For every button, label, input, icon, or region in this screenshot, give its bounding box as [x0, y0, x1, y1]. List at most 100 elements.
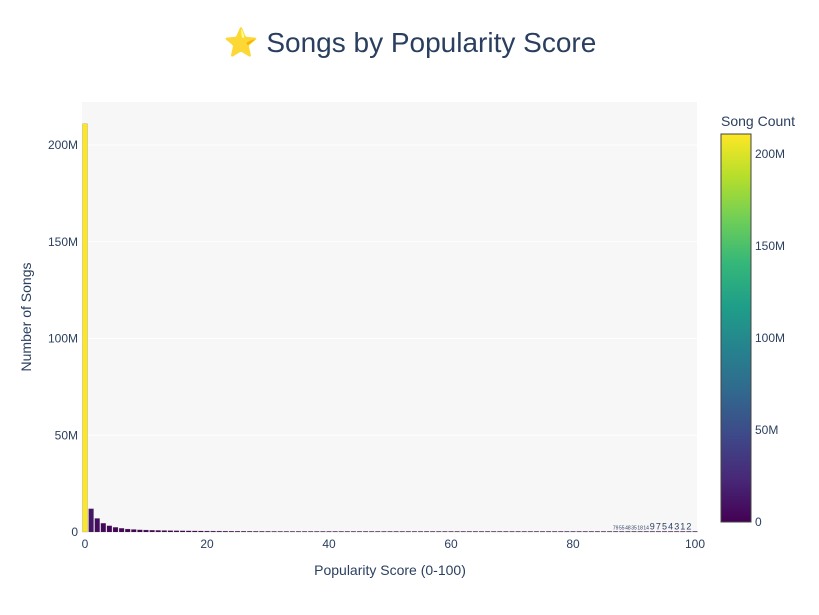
bar[interactable]	[308, 531, 314, 533]
bar[interactable]	[277, 531, 283, 533]
bar[interactable]	[564, 531, 570, 533]
bar[interactable]	[558, 531, 564, 533]
bar[interactable]	[539, 531, 546, 533]
bar[interactable]	[216, 530, 222, 533]
bar[interactable]	[344, 531, 350, 533]
bar[interactable]	[332, 531, 338, 533]
bar[interactable]	[436, 531, 442, 533]
bar[interactable]	[631, 531, 637, 533]
bar[interactable]	[112, 527, 119, 533]
bar[interactable]	[515, 531, 521, 533]
bar[interactable]	[643, 531, 649, 533]
bar[interactable]	[576, 531, 582, 533]
bar[interactable]	[533, 531, 540, 533]
bar[interactable]	[106, 525, 113, 533]
bar[interactable]	[667, 531, 674, 533]
bar[interactable]	[295, 531, 302, 533]
bar[interactable]	[265, 531, 271, 533]
bar[interactable]	[521, 531, 527, 533]
bar[interactable]	[594, 531, 601, 533]
bar[interactable]	[289, 531, 296, 533]
bar[interactable]	[478, 531, 485, 533]
bar[interactable]	[466, 531, 472, 533]
bar[interactable]	[491, 531, 497, 533]
bar[interactable]	[253, 531, 259, 533]
bar[interactable]	[161, 530, 167, 533]
bar[interactable]	[625, 531, 631, 533]
bar[interactable]	[588, 531, 594, 533]
bar[interactable]	[503, 531, 509, 533]
bar[interactable]	[82, 123, 88, 533]
bar[interactable]	[692, 531, 698, 533]
bar[interactable]	[338, 531, 344, 533]
bar[interactable]	[582, 531, 588, 533]
bar[interactable]	[552, 531, 558, 533]
bar[interactable]	[411, 531, 418, 533]
bar[interactable]	[497, 531, 503, 533]
bar[interactable]	[545, 531, 552, 533]
bar[interactable]	[362, 531, 369, 533]
bar[interactable]	[137, 529, 143, 533]
bar[interactable]	[259, 531, 265, 533]
bar[interactable]	[448, 531, 454, 533]
bar[interactable]	[240, 531, 247, 533]
bar[interactable]	[155, 530, 161, 533]
bar[interactable]	[356, 531, 363, 533]
bar[interactable]	[381, 531, 387, 533]
bar[interactable]	[186, 530, 192, 533]
bar[interactable]	[271, 531, 277, 533]
bar[interactable]	[198, 530, 204, 533]
bar[interactable]	[204, 530, 210, 533]
bar[interactable]	[301, 531, 308, 533]
bar[interactable]	[527, 531, 533, 533]
bar[interactable]	[369, 531, 375, 533]
bar[interactable]	[247, 531, 253, 533]
bar[interactable]	[222, 530, 228, 533]
bar[interactable]	[314, 531, 320, 533]
bar[interactable]	[637, 531, 643, 533]
bar[interactable]	[484, 531, 491, 533]
bar[interactable]	[125, 528, 131, 533]
bar[interactable]	[570, 531, 576, 533]
bar[interactable]	[606, 531, 613, 533]
bar[interactable]	[143, 529, 149, 533]
bar[interactable]	[375, 531, 381, 533]
bar[interactable]	[350, 531, 357, 533]
bar[interactable]	[228, 530, 235, 533]
bar[interactable]	[430, 531, 436, 533]
bar[interactable]	[649, 531, 655, 533]
bar[interactable]	[460, 531, 466, 533]
bar[interactable]	[509, 531, 515, 533]
bar[interactable]	[600, 531, 607, 533]
bar[interactable]	[118, 528, 125, 533]
bar[interactable]	[387, 531, 393, 533]
bar[interactable]	[179, 530, 186, 533]
bar[interactable]	[680, 531, 686, 533]
bar[interactable]	[94, 518, 100, 533]
bar[interactable]	[661, 531, 668, 533]
bar[interactable]	[283, 531, 289, 533]
bar[interactable]	[234, 530, 241, 533]
bar[interactable]	[423, 531, 430, 533]
bar[interactable]	[173, 530, 180, 533]
bar[interactable]	[100, 523, 106, 533]
bar[interactable]	[399, 531, 405, 533]
bar[interactable]	[192, 530, 198, 533]
bar[interactable]	[454, 531, 460, 533]
bar[interactable]	[88, 508, 94, 533]
bar[interactable]	[686, 531, 692, 533]
bar[interactable]	[442, 531, 448, 533]
bar[interactable]	[674, 531, 680, 533]
bar[interactable]	[417, 531, 424, 533]
bar[interactable]	[210, 530, 216, 533]
bar[interactable]	[167, 530, 174, 533]
bar[interactable]	[619, 531, 625, 533]
bar[interactable]	[149, 530, 155, 533]
bar[interactable]	[131, 529, 137, 533]
bar[interactable]	[326, 531, 332, 533]
bar[interactable]	[613, 531, 619, 533]
bar[interactable]	[320, 531, 326, 533]
bar[interactable]	[405, 531, 411, 533]
bar[interactable]	[393, 531, 399, 533]
bar[interactable]	[472, 531, 479, 533]
